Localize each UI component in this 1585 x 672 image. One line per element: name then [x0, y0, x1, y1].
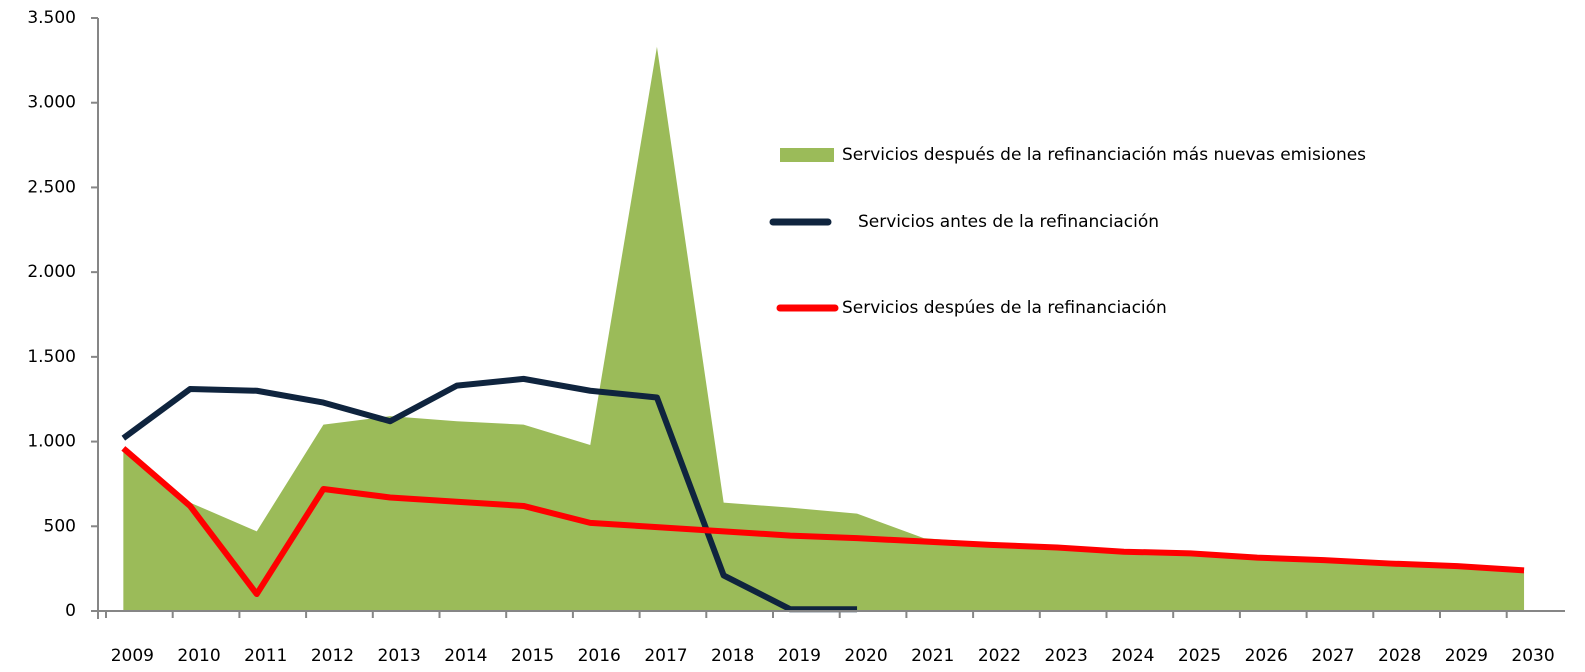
y-tick-label: 3.500: [27, 8, 76, 28]
x-tick-label: 2017: [644, 646, 687, 666]
x-tick-label: 2024: [1111, 646, 1154, 666]
x-tick-label: 2015: [511, 646, 554, 666]
y-tick-label: 1.500: [27, 347, 76, 367]
x-tick-label: 2011: [244, 646, 287, 666]
x-tick-label: 2012: [311, 646, 354, 666]
x-tick-label: 2009: [111, 646, 154, 666]
x-tick-label: 2021: [911, 646, 954, 666]
x-tick-label: 2016: [578, 646, 621, 666]
x-tick-label: 2028: [1378, 646, 1421, 666]
x-tick-label: 2019: [778, 646, 821, 666]
y-tick-label: 2.000: [27, 262, 76, 282]
x-tick-label: 2010: [177, 646, 220, 666]
x-tick-label: 2026: [1245, 646, 1288, 666]
area: [123, 46, 1525, 611]
x-tick-label: 2020: [844, 646, 887, 666]
legend-label: Servicios antes de la refinanciación: [858, 212, 1159, 232]
line: [121, 375, 858, 613]
legend-label: Servicios después de la refinanciación m…: [842, 145, 1366, 165]
x-tick-label: 2029: [1445, 646, 1488, 666]
x-tick-label: 2022: [978, 646, 1021, 666]
x-tick-label: 2014: [444, 646, 487, 666]
x-tick-label: 2018: [711, 646, 754, 666]
y-tick-label: 1.000: [27, 432, 76, 452]
line: [121, 446, 1525, 598]
legend-label: Servicios despúes de la refinanciación: [842, 298, 1167, 318]
x-tick-label: 2030: [1511, 646, 1554, 666]
y-tick-label: 0: [65, 601, 76, 621]
y-tick-label: 500: [44, 516, 76, 536]
y-tick-label: 2.500: [27, 177, 76, 197]
x-tick-label: 2013: [378, 646, 421, 666]
legend-swatch: [780, 148, 834, 162]
x-tick-label: 2025: [1178, 646, 1221, 666]
y-tick-label: 3.000: [27, 93, 76, 113]
x-tick-label: 2023: [1045, 646, 1088, 666]
x-tick-label: 2027: [1311, 646, 1354, 666]
